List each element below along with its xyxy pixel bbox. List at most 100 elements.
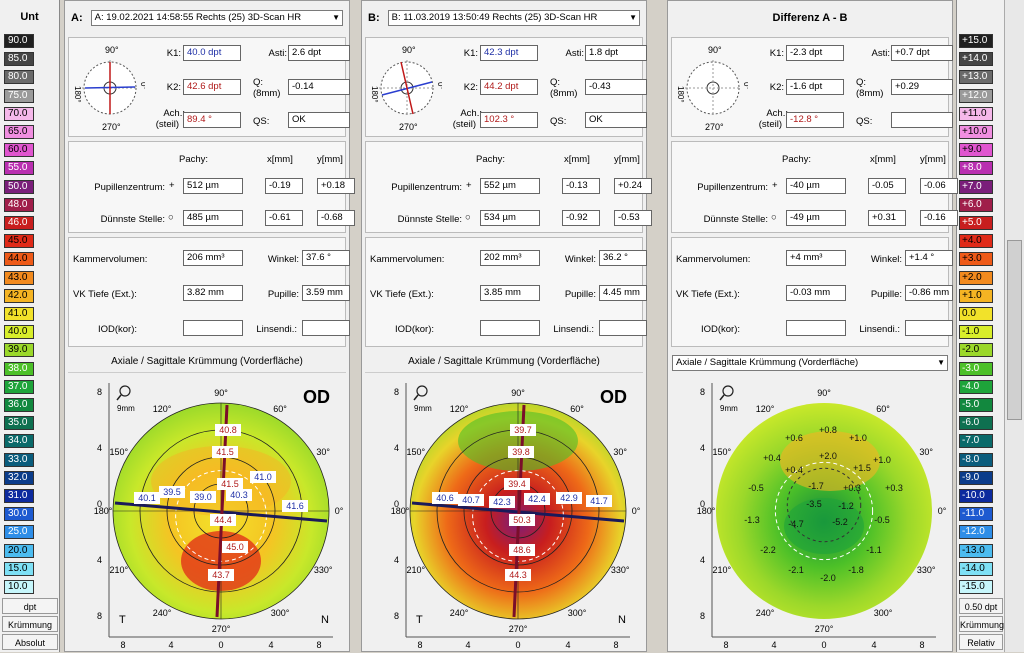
type-button-right[interactable]: Relativ — [959, 634, 1003, 650]
plus-icon: + — [169, 180, 175, 191]
map-value-box — [556, 492, 582, 504]
curvature-map[interactable]: 90° 120° 60° 150° 30° 180° 0° 210° 330° 240° 300° 2… — [65, 375, 349, 653]
iod-label: IOD(kor): — [97, 324, 137, 335]
curvature-map[interactable]: 90° 120° 60° 150° 30° 180° 0° 210° 330° 240° 300° 2… — [362, 375, 646, 653]
map-angle-label: 330° — [314, 565, 333, 575]
x-tick-label: 0 — [821, 640, 826, 650]
map-type-select[interactable]: Axiale / Sagittale Krümmung (Vorderfläch… — [672, 355, 948, 371]
plus-icon: + — [466, 180, 472, 191]
k2-label: K2: — [166, 82, 181, 93]
scale-swatch: -7.0 — [959, 434, 993, 449]
vk-label: VK Tiefe (Ext.): — [676, 289, 740, 300]
unit-button[interactable]: dpt — [2, 598, 58, 614]
scale-swatch: 32.0 — [4, 470, 34, 485]
chevron-down-icon[interactable]: ▼ — [629, 13, 637, 22]
y-tick-label: 0 — [394, 499, 399, 509]
step-button[interactable]: 0.50 dpt — [959, 598, 1003, 614]
k2-value: 44.2 dpt — [480, 79, 538, 95]
map-value-box — [509, 544, 535, 556]
exam-select[interactable]: B: 11.03.2019 13:50:49 Rechts (25) 3D-Sc… — [387, 10, 640, 26]
linse-value — [905, 320, 953, 336]
right-color-scale: +15.0 +14.0 +13.0 +12.0 +11.0 +10.0 +9.0 +8.0 +7… — [956, 0, 1004, 652]
map-angle-label: 30° — [316, 447, 330, 457]
map-angle-label: 60° — [273, 404, 287, 414]
thinnest-label: Dünnste Stelle: — [703, 214, 768, 225]
k1-label: K1: — [166, 48, 181, 59]
scale-swatch: 39.0 — [4, 343, 34, 358]
map-value: -1.7 — [808, 481, 824, 491]
scale-swatch: 65.0 — [4, 125, 34, 139]
x-header: x[mm] — [267, 154, 293, 165]
map-angle-label: 180° — [697, 506, 716, 516]
pachy-header: Pachy: — [476, 154, 506, 165]
scale-swatch: -1.0 — [959, 325, 993, 340]
scale-swatch: +9.0 — [959, 143, 993, 158]
scale-swatch: 30.0 — [4, 507, 34, 522]
scale-swatch: -15.0 — [959, 580, 993, 594]
map-value: -2.1 — [788, 565, 804, 575]
th-pachy: 534 µm — [480, 210, 540, 226]
chamber-section: Kammervolumen: +4 mm³ Winkel: +1.4 ° VK Tief… — [671, 237, 953, 347]
map-value: 48.6 — [513, 545, 531, 555]
zoom-icon[interactable] — [116, 385, 131, 401]
iod-value — [786, 320, 846, 336]
q8-label: (8mm) — [856, 88, 884, 99]
mode-button-right[interactable]: Krümmung — [959, 616, 1004, 632]
angle-180-label: 180° — [678, 86, 685, 103]
scale-swatch: 20.0 — [4, 543, 34, 558]
zoom-icon[interactable] — [719, 385, 734, 401]
scale-swatch: 33.0 — [4, 452, 34, 467]
iod-value — [480, 320, 540, 336]
angle-270-label: 270° — [399, 122, 418, 132]
mode-button[interactable]: Krümmung — [2, 616, 58, 632]
map-value: -1.2 — [838, 501, 854, 511]
map-title: Axiale / Sagittale Krümmung (Vorderfläch… — [68, 351, 346, 373]
k1-value: -2.3 dpt — [786, 45, 844, 61]
map-value: +1.5 — [853, 463, 871, 473]
nasal-label: N — [321, 614, 329, 626]
vertical-scrollbar[interactable] — [1004, 0, 1024, 652]
exam-select[interactable]: A: 19.02.2021 14:58:55 Rechts (25) 3D-Sc… — [90, 10, 343, 26]
temporal-label: T — [119, 614, 126, 626]
chevron-down-icon[interactable]: ▼ — [937, 358, 945, 367]
pupille-label: Pupille: — [267, 289, 299, 300]
y-tick-label: 8 — [700, 387, 705, 397]
pupil-center-label: Pupillenzentrum: — [391, 182, 462, 193]
vk-value: 3.85 mm — [480, 285, 540, 301]
map-angle-label: 120° — [153, 404, 172, 414]
scale-swatch: 25.0 — [4, 525, 34, 540]
map-angle-label: 0° — [335, 506, 344, 516]
q-value: -0.43 — [585, 79, 647, 95]
scale-swatch: -4.0 — [959, 379, 993, 394]
chevron-down-icon[interactable]: ▼ — [332, 13, 340, 22]
angle-90-label: 90° — [708, 45, 722, 55]
map-value: 40.7 — [462, 495, 480, 505]
linse-label: Linsendi.: — [859, 324, 900, 335]
left-scale-title: Unt — [20, 11, 39, 23]
map-value-box — [505, 569, 531, 581]
map-value-box — [282, 500, 308, 512]
scale-swatch: 31.0 — [4, 489, 34, 503]
zoom-icon[interactable] — [413, 385, 428, 401]
pc-y: -0.06 — [920, 178, 958, 194]
map-value: 40.6 — [436, 493, 454, 503]
curvature-map[interactable]: 90° 120° 60° 150° 30° 180° 0° 210° 330° 240° 300° 2… — [668, 375, 952, 653]
pc-x: -0.13 — [562, 178, 600, 194]
scale-swatch: 34.0 — [4, 434, 34, 449]
linse-label: Linsendi.: — [256, 324, 297, 335]
map-value: 39.5 — [163, 487, 181, 497]
qs-value: OK — [585, 112, 647, 128]
qs-value — [891, 112, 953, 128]
map-value-box — [210, 514, 236, 526]
map-value: -0.5 — [874, 515, 890, 525]
scroll-thumb[interactable] — [1007, 240, 1022, 420]
circle-icon: ○ — [771, 212, 777, 223]
type-button[interactable]: Absolut — [2, 634, 58, 650]
pachymetry-section: Pachy: x[mm] y[mm] Pupillenzentrum: +512 µm -… — [68, 141, 355, 233]
panel-A: A: A: 19.02.2021 14:58:55 Rechts (25) 3D-… — [64, 0, 355, 653]
x-tick-label: 8 — [417, 640, 422, 650]
map-value-box — [217, 478, 243, 490]
qs-value: OK — [288, 112, 350, 128]
pupille-label: Pupille: — [564, 289, 596, 300]
chamber-section: Kammervolumen: 206 mm³ Winkel: 37.6 ° VK Tie… — [68, 237, 350, 347]
